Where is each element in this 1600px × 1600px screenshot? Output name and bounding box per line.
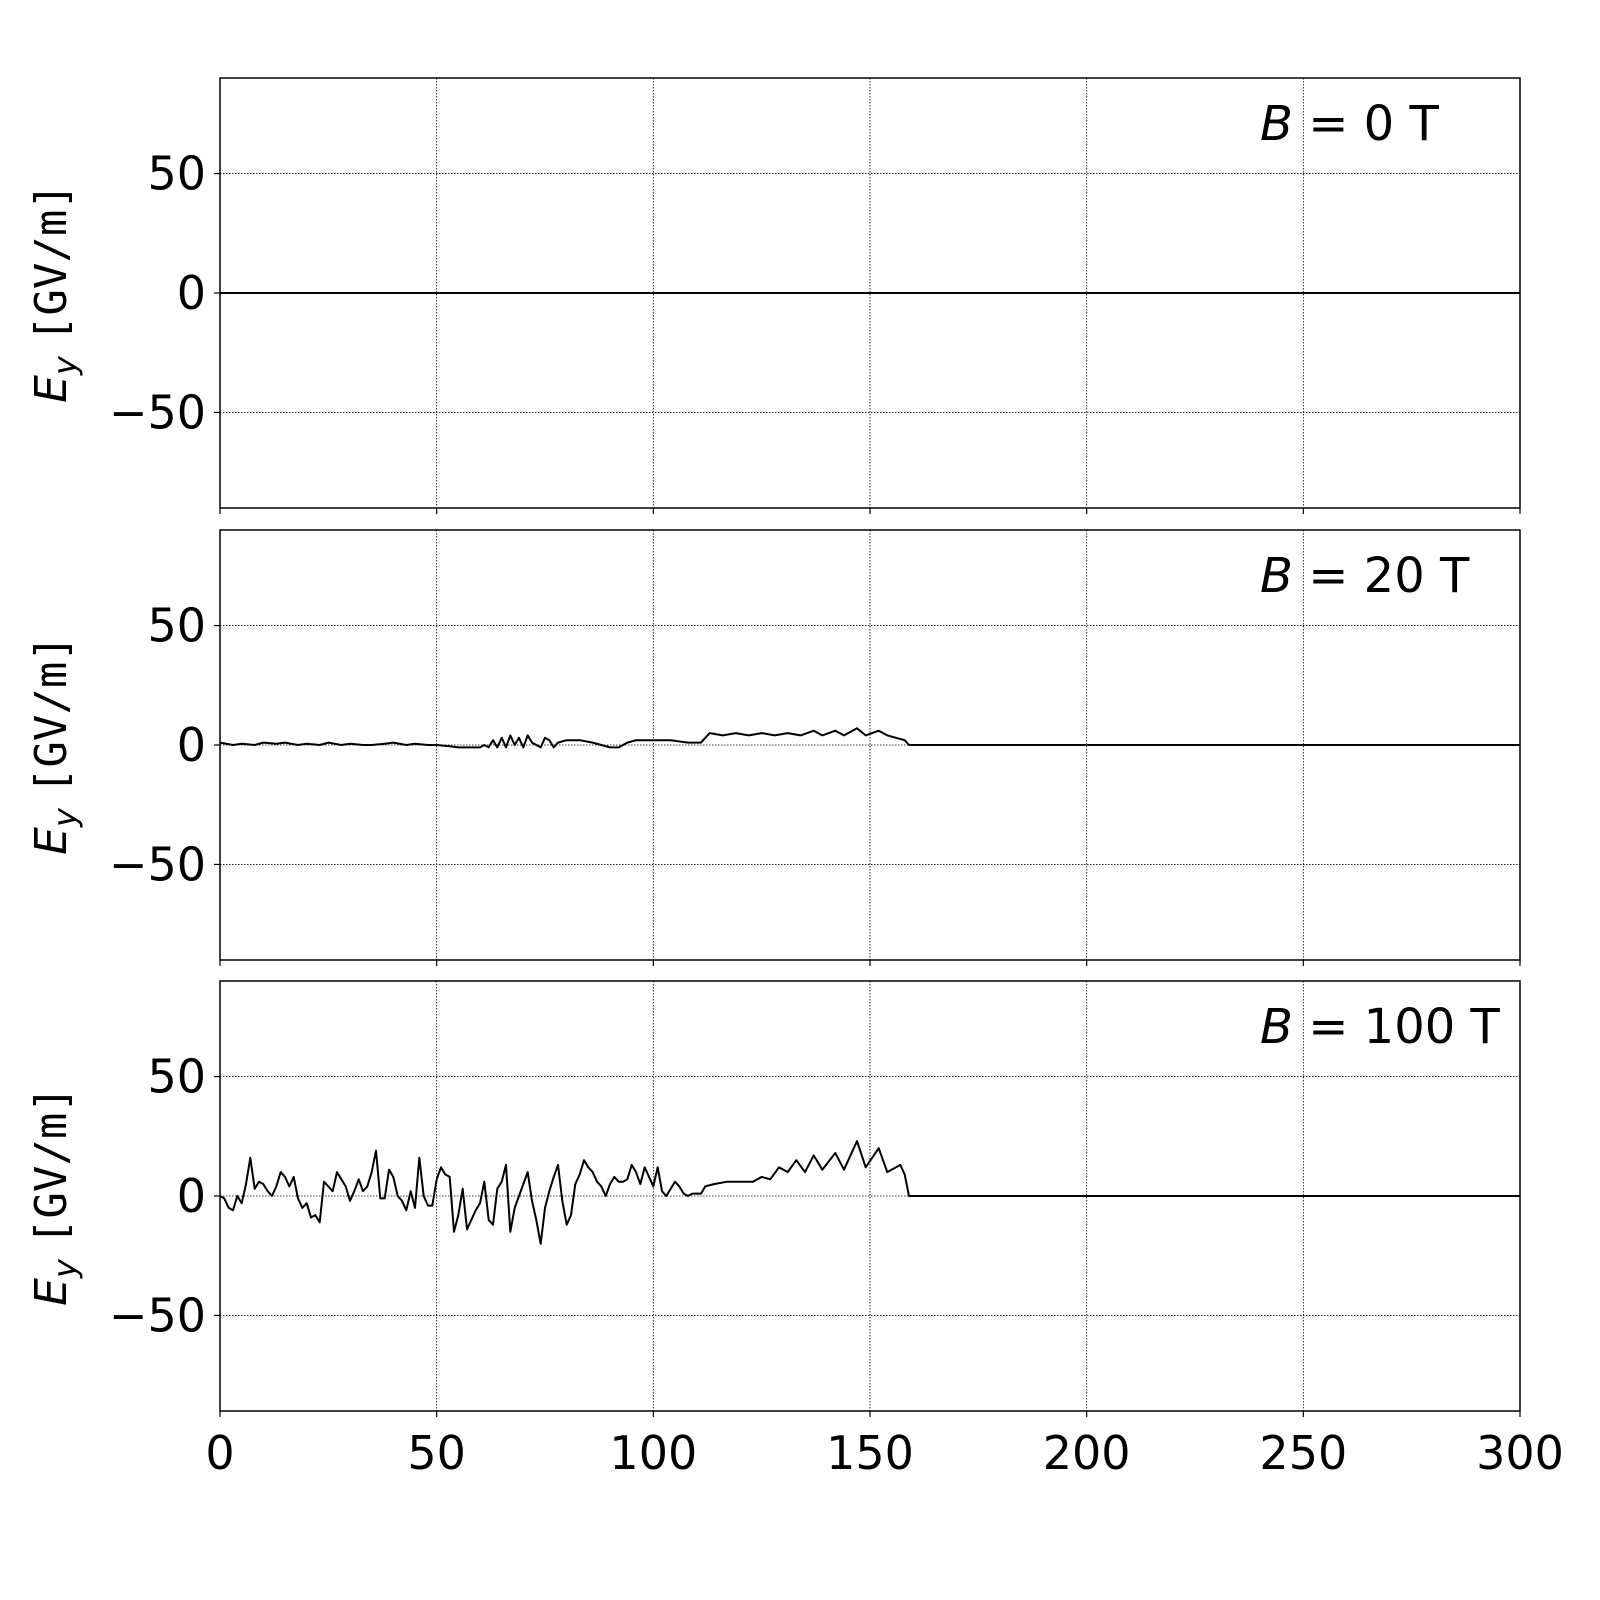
panel-3: 0 50 100 150 200 250 300 50 0 −50 B = 100 T Ey [GV/m…	[26, 980, 1564, 1480]
x-tick-label: 250	[1259, 1426, 1347, 1480]
y-tick-label: 50	[147, 1050, 206, 1104]
ylabel-unit: [GV/m]	[26, 183, 77, 342]
ylabel-subscript: y	[46, 355, 84, 376]
y-tick-label: 0	[177, 266, 206, 320]
x-tick-label: 300	[1476, 1426, 1564, 1480]
ylabel-subscript: y	[46, 1258, 84, 1279]
ylabel-unit: [GV/m]	[26, 635, 77, 794]
annotation-variable: B	[1260, 548, 1293, 604]
annotation-value: = 20 T	[1293, 548, 1470, 604]
y-tick-label: −50	[109, 1288, 206, 1342]
field-annotation: B = 0 T	[1260, 96, 1439, 152]
axes-frame	[219, 980, 1521, 1412]
x-tick-label: 200	[1043, 1426, 1131, 1480]
x-tick-label: 100	[609, 1426, 697, 1480]
y-tick-label: 0	[177, 1169, 206, 1223]
axes-frame	[219, 529, 1521, 961]
y-axis-label: Ey [GV/m]	[26, 1086, 84, 1306]
x-tick-label: 50	[407, 1426, 466, 1480]
y-tick-label: −50	[109, 385, 206, 439]
axes-frame	[219, 77, 1521, 509]
annotation-variable: B	[1260, 999, 1293, 1055]
panel-1: 50 0 −50 B = 0 T Ey [GV/m]	[26, 77, 1521, 514]
series-line	[219, 1140, 1520, 1245]
ylabel-symbol: E	[26, 375, 77, 403]
x-tick-label: 150	[826, 1426, 914, 1480]
y-tick-label: −50	[109, 837, 206, 891]
ylabel-symbol: E	[26, 827, 77, 855]
y-tick-label: 50	[147, 599, 206, 653]
y-tick-label: 50	[147, 147, 206, 201]
x-tick-label: 0	[205, 1426, 234, 1480]
field-annotation: B = 100 T	[1260, 999, 1501, 1055]
ylabel-symbol: E	[26, 1278, 77, 1306]
ylabel-unit: [GV/m]	[26, 1086, 77, 1245]
ylabel-subscript: y	[46, 807, 84, 828]
y-axis-label: Ey [GV/m]	[26, 635, 84, 855]
annotation-value: = 0 T	[1293, 96, 1440, 152]
field-annotation: B = 20 T	[1260, 548, 1470, 604]
series-line	[219, 727, 1520, 749]
annotation-value: = 100 T	[1293, 999, 1501, 1055]
y-axis-label: Ey [GV/m]	[26, 183, 84, 403]
panel-2: 50 0 −50 B = 20 T Ey [GV/m]	[26, 529, 1521, 966]
y-tick-label: 0	[177, 718, 206, 772]
annotation-variable: B	[1260, 96, 1293, 152]
